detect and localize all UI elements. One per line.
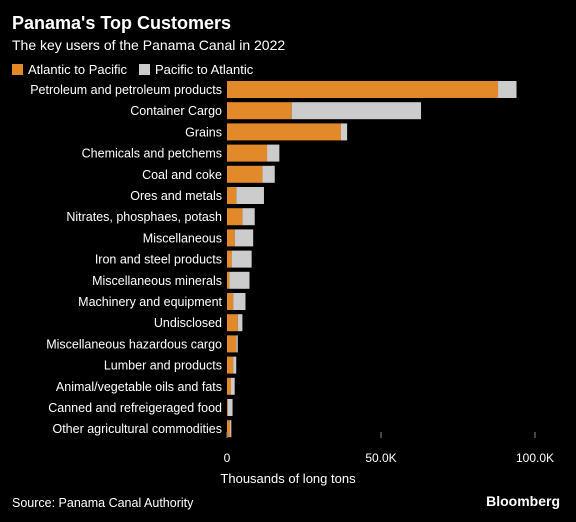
category-label-miscellaneous: Miscellaneous <box>143 231 222 245</box>
bar-pacific-to-atlantic-miscellaneous <box>234 229 254 247</box>
bar-atlantic-to-pacific-grains <box>227 123 341 141</box>
bar-atlantic-to-pacific-undisclosed <box>227 314 238 332</box>
bar-atlantic-to-pacific-lumber-and-products <box>227 356 234 374</box>
bar-pacific-to-atlantic-canned-and-refreigeraged-food <box>227 399 233 416</box>
category-label-undisclosed: Undisclosed <box>154 316 222 330</box>
bar-pacific-to-atlantic-nitrates-phosphaes-potash <box>242 208 255 226</box>
legend-swatch-pacific-to-atlantic <box>139 64 150 75</box>
x-tick-label-1: 50.0K <box>365 451 396 465</box>
bar-atlantic-to-pacific-nitrates-phosphaes-potash <box>227 208 243 226</box>
bar-pacific-to-atlantic-coal-and-coke <box>262 165 275 183</box>
bar-pacific-to-atlantic-animal-vegetable-oils-and-fats <box>231 377 235 395</box>
bar-atlantic-to-pacific-other-agricultural-commodities <box>227 420 231 438</box>
bar-pacific-to-atlantic-miscellaneous-hazardous-cargo <box>236 335 238 353</box>
category-label-coal-and-coke: Coal and coke <box>142 168 222 182</box>
source-note: Source: Panama Canal Authority <box>12 496 194 510</box>
category-label-other-agricultural-commodities: Other agricultural commodities <box>52 422 222 436</box>
category-label-lumber-and-products: Lumber and products <box>104 359 222 373</box>
bar-pacific-to-atlantic-iron-and-steel-products <box>231 250 252 268</box>
bar-atlantic-to-pacific-iron-and-steel-products <box>227 250 232 268</box>
bar-pacific-to-atlantic-lumber-and-products <box>233 356 237 374</box>
bar-atlantic-to-pacific-container-cargo <box>227 102 292 120</box>
x-axis-label: Thousands of long tons <box>220 471 356 486</box>
chart-subtitle: The key users of the Panama Canal in 202… <box>12 37 286 53</box>
bar-atlantic-to-pacific-machinery-and-equipment <box>227 293 234 310</box>
bar-atlantic-to-pacific-animal-vegetable-oils-and-fats <box>227 377 232 395</box>
bar-pacific-to-atlantic-grains <box>340 123 348 141</box>
category-label-ores-and-metals: Ores and metals <box>130 189 222 203</box>
category-label-animal-vegetable-oils-and-fats: Animal/vegetable oils and fats <box>56 380 222 394</box>
legend-label-atlantic-to-pacific: Atlantic to Pacific <box>28 62 127 77</box>
bar-atlantic-to-pacific-miscellaneous <box>227 229 235 247</box>
bar-pacific-to-atlantic-container-cargo <box>291 102 422 120</box>
bar-pacific-to-atlantic-other-agricultural-commodities <box>230 420 232 438</box>
category-label-iron-and-steel-products: Iron and steel products <box>95 253 222 267</box>
bar-atlantic-to-pacific-coal-and-coke <box>227 165 263 183</box>
bar-atlantic-to-pacific-canned-and-refreigeraged-food <box>227 399 228 416</box>
chart-title: Panama's Top Customers <box>12 13 232 33</box>
bar-pacific-to-atlantic-petroleum-and-petroleum-products <box>498 81 517 98</box>
bar-atlantic-to-pacific-miscellaneous-hazardous-cargo <box>227 335 237 353</box>
bar-pacific-to-atlantic-machinery-and-equipment <box>233 293 246 310</box>
category-label-canned-and-refreigeraged-food: Canned and refreigeraged food <box>48 401 222 415</box>
bar-pacific-to-atlantic-undisclosed <box>237 314 243 332</box>
legend: Atlantic to Pacific Pacific to Atlantic <box>12 62 265 77</box>
x-tick-label-2: 100.0K <box>516 451 554 465</box>
legend-label-pacific-to-atlantic: Pacific to Atlantic <box>155 62 254 77</box>
legend-item-pacific-to-atlantic: Pacific to Atlantic <box>139 62 253 77</box>
bar-atlantic-to-pacific-ores-and-metals <box>227 187 237 204</box>
bar-atlantic-to-pacific-miscellaneous-minerals <box>227 271 230 289</box>
category-label-miscellaneous-hazardous-cargo: Miscellaneous hazardous cargo <box>46 337 222 351</box>
bar-atlantic-to-pacific-chemicals-and-petchems <box>227 144 268 162</box>
category-label-chemicals-and-petchems: Chemicals and petchems <box>82 147 222 161</box>
bar-atlantic-to-pacific-petroleum-and-petroleum-products <box>227 81 499 98</box>
category-label-petroleum-and-petroleum-products: Petroleum and petroleum products <box>30 83 222 97</box>
category-label-machinery-and-equipment: Machinery and equipment <box>78 295 222 309</box>
brand-logo: Bloomberg <box>486 493 560 509</box>
bar-pacific-to-atlantic-miscellaneous-minerals <box>229 271 250 289</box>
category-label-nitrates-phosphaes-potash: Nitrates, phosphaes, potash <box>66 210 222 224</box>
category-label-container-cargo: Container Cargo <box>130 104 222 118</box>
legend-swatch-atlantic-to-pacific <box>12 64 23 75</box>
category-label-grains: Grains <box>185 125 222 139</box>
category-label-miscellaneous-minerals: Miscellaneous minerals <box>92 274 222 288</box>
bar-pacific-to-atlantic-chemicals-and-petchems <box>267 144 280 162</box>
bar-pacific-to-atlantic-ores-and-metals <box>236 187 264 204</box>
legend-item-atlantic-to-pacific: Atlantic to Pacific <box>12 62 127 77</box>
x-tick-label-0: 0 <box>224 451 231 465</box>
